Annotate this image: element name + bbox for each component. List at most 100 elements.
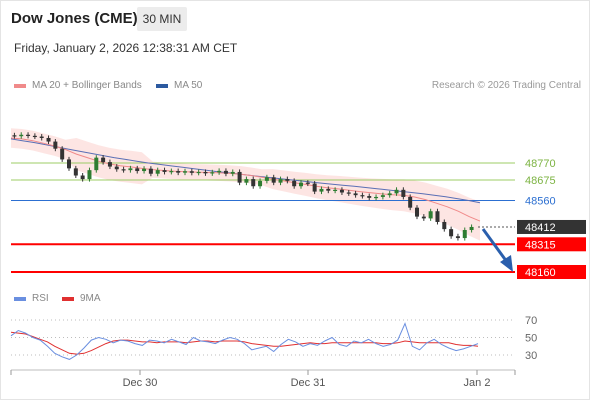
candle-body bbox=[155, 170, 160, 174]
bollinger-band bbox=[11, 128, 480, 241]
candle-body bbox=[87, 170, 92, 180]
candle-body bbox=[408, 196, 413, 208]
candle-body bbox=[469, 226, 474, 231]
candle-body bbox=[353, 193, 358, 196]
rsi-ma-line bbox=[10, 331, 479, 355]
candle-body bbox=[19, 134, 24, 137]
candle-body bbox=[442, 221, 447, 230]
candle-body bbox=[387, 193, 392, 196]
candle-body bbox=[462, 230, 467, 239]
candle-body bbox=[394, 189, 399, 194]
candle-body bbox=[435, 211, 440, 222]
candle-body bbox=[210, 172, 215, 174]
level-tag-48412 bbox=[517, 219, 586, 234]
candle-body bbox=[73, 168, 78, 176]
candle-body bbox=[80, 175, 85, 180]
candle-body bbox=[428, 211, 433, 219]
candle-body bbox=[346, 192, 351, 194]
candle-body bbox=[176, 171, 181, 173]
candle-body bbox=[285, 179, 290, 181]
rsi-tick-label: 50 bbox=[525, 333, 537, 345]
candle-body bbox=[326, 188, 331, 191]
rsi-swatch bbox=[14, 296, 26, 301]
candle-body bbox=[183, 171, 187, 173]
candle-body bbox=[53, 141, 58, 149]
candle-body bbox=[449, 229, 454, 237]
rsi-tick-label: 30 bbox=[525, 350, 537, 362]
legend-rsi-ma: 9MA bbox=[62, 293, 101, 304]
x-tick-label: Dec 31 bbox=[291, 377, 326, 389]
level-tag-48160 bbox=[517, 265, 586, 279]
candle-body bbox=[401, 189, 406, 197]
candle-body bbox=[162, 170, 167, 172]
candle-body bbox=[374, 196, 379, 199]
credit-label: Research © 2026 Trading Central bbox=[431, 80, 581, 91]
candle-body bbox=[148, 168, 153, 174]
candle-body bbox=[217, 170, 222, 173]
candle-body bbox=[339, 189, 344, 193]
candle-body bbox=[223, 170, 228, 174]
legend-rsi-label: RSI bbox=[32, 293, 49, 304]
candle-body bbox=[135, 168, 140, 172]
ma20-swatch bbox=[14, 83, 26, 88]
legend-rsi-ma-label: 9MA bbox=[80, 293, 101, 304]
level-label-48560: 48560 bbox=[525, 196, 556, 208]
candle-body bbox=[32, 135, 37, 138]
rsi-line bbox=[10, 322, 479, 360]
legend-ma20: MA 20 + Bollinger Bands bbox=[14, 80, 142, 91]
x-tick-label: Jan 2 bbox=[464, 377, 491, 389]
legend-ma20-label: MA 20 + Bollinger Bands bbox=[32, 80, 142, 91]
candle-body bbox=[264, 177, 269, 181]
level-tag-48315 bbox=[517, 237, 586, 252]
candle-body bbox=[107, 162, 112, 167]
candle-body bbox=[312, 183, 317, 192]
candle-body bbox=[319, 188, 324, 192]
candle-body bbox=[271, 177, 276, 183]
candle-body bbox=[278, 179, 283, 183]
candle-body bbox=[360, 195, 365, 197]
candle-body bbox=[189, 171, 194, 173]
candle-body bbox=[367, 196, 372, 198]
level-label-48412: 48412 bbox=[525, 222, 556, 234]
level-label-48315: 48315 bbox=[525, 239, 556, 251]
instrument-title: Dow Jones (CME) bbox=[11, 10, 138, 27]
candle-body bbox=[114, 166, 119, 170]
candle-body bbox=[26, 134, 31, 136]
candle-body bbox=[258, 180, 263, 187]
level-tag-48560 bbox=[517, 193, 586, 208]
candle-body bbox=[142, 168, 147, 172]
candle-body bbox=[292, 180, 297, 187]
candle-body bbox=[94, 157, 99, 171]
legend-ma50-label: MA 50 bbox=[174, 80, 203, 91]
rsi-tick-label: 70 bbox=[525, 315, 537, 327]
candle-body bbox=[196, 171, 201, 174]
x-tick-label: Dec 30 bbox=[123, 377, 158, 389]
projection-arrow bbox=[481, 228, 509, 263]
candle-body bbox=[299, 182, 303, 187]
candle-body bbox=[67, 159, 71, 169]
candle-body bbox=[60, 148, 65, 160]
projection-arrow-head bbox=[500, 255, 513, 272]
level-label-48160: 48160 bbox=[525, 267, 556, 279]
ma50-swatch bbox=[156, 83, 168, 88]
legend-rsi: RSI bbox=[14, 293, 49, 304]
candle-body bbox=[237, 171, 242, 183]
candle-body bbox=[305, 182, 310, 184]
candle-body bbox=[230, 171, 235, 174]
candle-body bbox=[121, 169, 126, 171]
candle-body bbox=[128, 168, 133, 171]
candle-body bbox=[421, 216, 426, 219]
rsi-ma-swatch bbox=[62, 296, 74, 301]
candle-body bbox=[101, 157, 106, 163]
interval-button[interactable]: 30 MIN bbox=[137, 7, 187, 31]
timestamp-label: Friday, January 2, 2026 12:38:31 AM CET bbox=[14, 41, 238, 55]
candle-body bbox=[46, 137, 51, 142]
candle-body bbox=[380, 195, 385, 197]
candle-body bbox=[415, 207, 419, 217]
candle-body bbox=[39, 136, 44, 138]
legend-ma50: MA 50 bbox=[156, 80, 202, 91]
candle-body bbox=[333, 189, 338, 192]
level-label-48675: 48675 bbox=[525, 175, 556, 187]
candle-body bbox=[251, 179, 256, 187]
